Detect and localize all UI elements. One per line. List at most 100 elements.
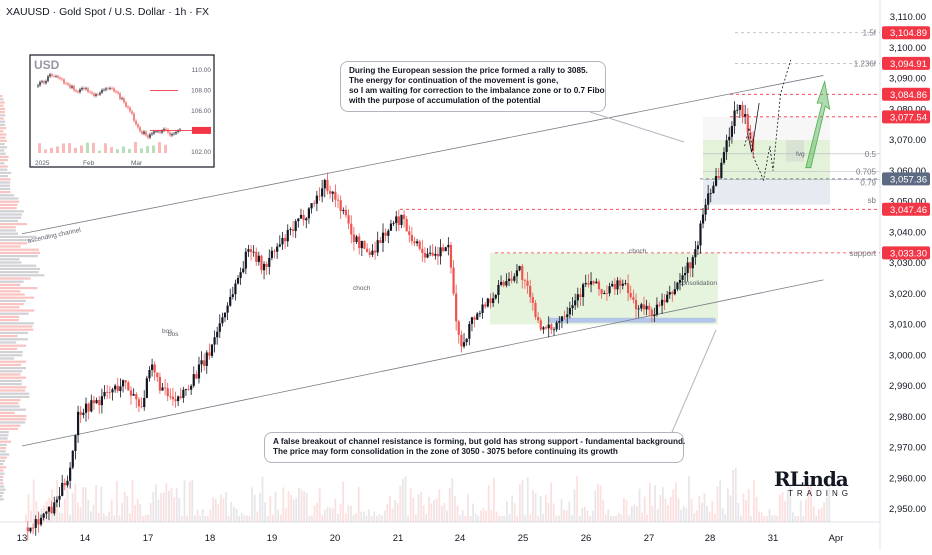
candle-body <box>640 304 643 309</box>
volume-bar <box>784 500 786 522</box>
candle-body <box>129 390 133 396</box>
volume-bar <box>641 512 643 522</box>
inset-candle-body <box>91 92 93 94</box>
candle-body <box>476 313 479 320</box>
candle-body <box>558 321 561 323</box>
candle-body <box>132 394 135 396</box>
candle-body <box>90 400 93 412</box>
volume-profile-bar <box>0 399 21 402</box>
candle-body <box>720 162 723 178</box>
volume-bar <box>383 510 386 522</box>
volume-profile-bar <box>0 258 20 261</box>
inset-candle-body <box>167 129 169 133</box>
volume-bar <box>201 509 204 522</box>
volume-bar <box>573 489 576 522</box>
candle-body <box>552 329 556 331</box>
candle-body <box>177 396 180 402</box>
volume-profile-bar <box>0 136 6 139</box>
volume-bar <box>708 511 711 522</box>
volume-bar <box>662 487 664 522</box>
volume-bar <box>513 503 516 522</box>
level-label: support <box>849 249 876 258</box>
volume-bar <box>591 510 594 522</box>
volume-profile-bar <box>0 421 26 424</box>
y-tick-label: 2,960.00 <box>889 473 926 484</box>
volume-profile-bar <box>0 351 23 354</box>
volume-bar <box>755 496 758 522</box>
volume-profile-bar <box>0 418 27 421</box>
volume-profile-bar <box>0 370 23 373</box>
volume-bar <box>347 505 350 522</box>
y-tick-label: 3,080.00 <box>889 104 926 115</box>
volume-bar <box>121 503 123 522</box>
candle-body <box>389 223 393 231</box>
inset-candle-body <box>81 87 83 90</box>
volume-bar <box>316 502 318 522</box>
volume-profile-bar <box>0 367 26 370</box>
volume-bar <box>807 486 810 522</box>
x-tick-label: 17 <box>143 533 154 544</box>
inset-volume-bar <box>92 142 95 153</box>
volume-bar <box>381 515 383 522</box>
candle-body <box>499 281 503 285</box>
volume-bar <box>61 512 64 522</box>
candle-body <box>444 247 447 252</box>
volume-profile-bar <box>0 162 5 165</box>
volume-bar <box>818 509 820 522</box>
candle-body <box>381 232 385 243</box>
candle-body <box>676 282 679 290</box>
candle-body <box>642 304 646 310</box>
volume-bar <box>303 491 305 522</box>
inset-candle-body <box>161 130 163 133</box>
volume-profile-bar <box>0 306 20 309</box>
y-tick-label: 3,110.00 <box>890 12 926 23</box>
candle-body <box>127 382 130 391</box>
volume-bar <box>64 498 66 522</box>
candle-body <box>229 296 232 306</box>
inset-candle-body <box>141 131 143 134</box>
candle-body <box>334 191 337 200</box>
candle-body <box>510 278 513 281</box>
candle-body <box>278 244 281 247</box>
candle-body <box>223 312 227 318</box>
volume-bar <box>404 476 407 522</box>
logo-main-text: RLinda <box>774 467 849 491</box>
candle-body <box>255 251 258 262</box>
candle-body <box>402 214 406 220</box>
inset-title: USD <box>34 58 60 72</box>
volume-bar <box>532 490 534 522</box>
volume-bar <box>207 515 209 522</box>
candle-body <box>413 241 416 244</box>
candle-body <box>648 305 651 310</box>
volume-bar <box>771 515 773 522</box>
candle-body <box>387 230 390 236</box>
inset-candle-body <box>109 88 111 89</box>
volume-bar <box>295 498 298 522</box>
inset-candle-body <box>137 124 139 128</box>
volume-profile-bar <box>0 405 20 408</box>
volume-bar <box>82 487 84 522</box>
volume-profile-bar <box>0 223 27 226</box>
volume-bar <box>435 498 438 522</box>
candle-body <box>447 244 450 248</box>
volume-bar <box>74 483 77 522</box>
volume-bar <box>799 500 802 522</box>
volume-bar <box>108 511 110 522</box>
candle-body <box>650 309 653 317</box>
volume-bar <box>35 501 38 522</box>
volume-bar <box>643 496 646 522</box>
volume-bar <box>261 476 264 522</box>
candle-body <box>124 380 127 383</box>
volume-bar <box>729 495 732 522</box>
price-tag <box>882 246 930 260</box>
candle-body <box>632 297 635 300</box>
volume-profile-bar <box>0 235 37 238</box>
volume-bar <box>703 493 706 522</box>
candle-body <box>684 273 687 276</box>
volume-bar <box>550 482 552 522</box>
x-tick-label: 28 <box>705 533 716 544</box>
volume-bar <box>344 513 347 522</box>
volume-profile-bar <box>0 168 8 171</box>
volume-bar <box>612 516 615 522</box>
